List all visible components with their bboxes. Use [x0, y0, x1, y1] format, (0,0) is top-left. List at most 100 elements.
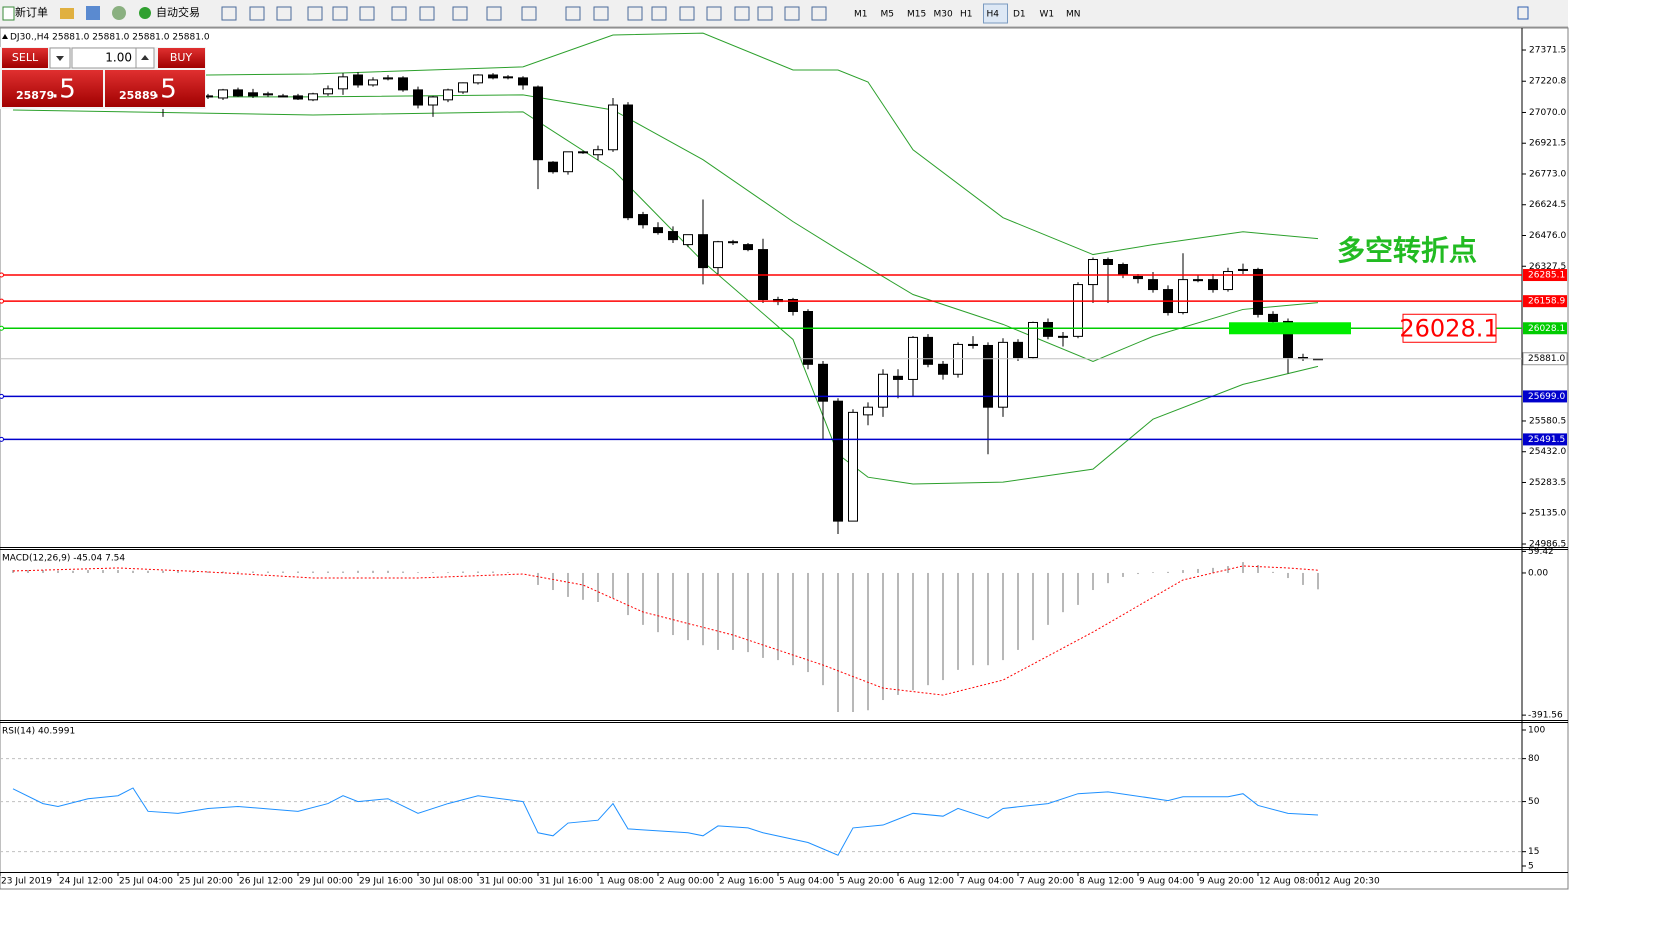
- toolbar-icon[interactable]: [486, 6, 502, 21]
- x-tick-label: 7 Aug 20:00: [1019, 877, 1074, 887]
- level-handle[interactable]: [0, 325, 4, 331]
- axes: 27371.5 27220.8 27070.0 26921.5 26773.0 26624…: [0, 46, 1568, 887]
- toolbar-icon[interactable]: [651, 6, 667, 21]
- candle-body: [1178, 279, 1188, 314]
- candle-body: [1043, 321, 1053, 337]
- x-tick-label: 7 Aug 04:00: [959, 877, 1014, 887]
- candle-body: [878, 373, 888, 408]
- level-handle[interactable]: [0, 298, 4, 304]
- arrow: [56, 56, 64, 61]
- y-tick-label: 26476.0: [1529, 231, 1566, 241]
- x-tick-label: 29 Jul 00:00: [299, 877, 353, 887]
- sell-button[interactable]: [2, 48, 48, 68]
- auto-trading-button[interactable]: 自动交易: [156, 5, 200, 19]
- auto-trading-icon[interactable]: [139, 7, 151, 19]
- candle-body: [953, 343, 963, 375]
- toolbar-icon[interactable]: [391, 6, 407, 21]
- ask-box[interactable]: [105, 70, 205, 107]
- timeframe-button[interactable]: W1: [1040, 10, 1055, 20]
- timeframe-button[interactable]: M5: [881, 10, 895, 20]
- level-handle[interactable]: [0, 436, 4, 442]
- y-tick-label: 25135.0: [1529, 509, 1566, 519]
- x-tick-label: 9 Aug 04:00: [1139, 877, 1194, 887]
- level-handle[interactable]: [0, 393, 4, 399]
- level-price-label: 25699.0: [1528, 392, 1565, 402]
- icon[interactable]: [112, 6, 126, 20]
- timeframe-button[interactable]: MN: [1066, 10, 1081, 20]
- candle-body: [248, 92, 258, 97]
- level-price-label: 26028.1: [1528, 324, 1565, 334]
- timeframe-button[interactable]: D1: [1013, 10, 1026, 20]
- candle-body: [443, 89, 453, 101]
- annotation-price: 26028.1: [1399, 314, 1498, 342]
- new-order-button[interactable]: 新订单: [15, 5, 48, 19]
- candle-body: [998, 341, 1008, 408]
- search-icon[interactable]: [1517, 6, 1529, 20]
- x-tick-label: 9 Aug 20:00: [1199, 877, 1254, 887]
- ask-price[interactable]: 25889: [119, 89, 157, 102]
- bid-price[interactable]: 25879: [16, 89, 54, 102]
- toolbar-icon[interactable]: [249, 6, 265, 21]
- buy-label[interactable]: BUY: [170, 51, 193, 64]
- ask-fraction[interactable]: .5: [152, 75, 177, 105]
- candle-body: [833, 400, 843, 522]
- new-order-icon[interactable]: [2, 6, 15, 21]
- toolbar-icon[interactable]: [452, 6, 468, 21]
- toolbar-icon[interactable]: [307, 6, 323, 21]
- toolbar-icon[interactable]: [419, 6, 435, 21]
- chart-header: DJ30.,H4 25881.0 25881.0 25881.0 25881.0: [10, 33, 210, 43]
- x-tick-label: 31 Jul 16:00: [539, 877, 593, 887]
- lot-value[interactable]: 1.00: [105, 51, 132, 65]
- toolbar-icon[interactable]: [332, 6, 348, 21]
- bid-box[interactable]: [2, 70, 103, 107]
- toolbar-icon[interactable]: [757, 6, 773, 21]
- x-tick-label: 24 Jul 12:00: [59, 877, 113, 887]
- toolbar-icon[interactable]: [359, 6, 375, 21]
- x-tick-label: 6 Aug 12:00: [899, 877, 954, 887]
- toolbar-icon[interactable]: [784, 6, 800, 21]
- toolbar-icon[interactable]: [276, 6, 292, 21]
- x-tick-label: 5 Aug 20:00: [839, 877, 894, 887]
- candle-body: [668, 231, 678, 241]
- timeframe-button[interactable]: M1: [854, 10, 868, 20]
- candle-body: [1268, 313, 1278, 322]
- candle-body: [503, 76, 513, 79]
- toolbar-icon[interactable]: [627, 6, 643, 21]
- macd-signal: [12, 565, 1319, 696]
- candle-body: [848, 411, 858, 522]
- toolbar-icon[interactable]: [811, 6, 827, 21]
- icon[interactable]: [60, 8, 74, 19]
- toolbar-icon[interactable]: [706, 6, 722, 21]
- rsi-pane: [0, 758, 1522, 856]
- toolbar-icon[interactable]: [565, 6, 581, 21]
- timeframe-button[interactable]: M30: [934, 10, 953, 20]
- sell-label[interactable]: SELL: [12, 51, 39, 64]
- timeframe-active: [983, 3, 1008, 24]
- current-price-box: [1522, 352, 1568, 366]
- candle-body: [518, 77, 528, 86]
- toolbar-icon[interactable]: [734, 6, 750, 21]
- icon[interactable]: [86, 6, 100, 20]
- candle-body: [263, 93, 273, 96]
- toolbar-icon[interactable]: [593, 6, 609, 21]
- timeframe-button[interactable]: H1: [960, 10, 973, 20]
- candle-body: [1028, 321, 1038, 358]
- y-tick-label: 25432.0: [1529, 447, 1566, 457]
- candle-body: [488, 74, 498, 79]
- candle-body: [623, 104, 633, 219]
- candle-body: [1238, 268, 1248, 271]
- toolbar-icon[interactable]: [221, 6, 237, 21]
- toolbar-icon[interactable]: [521, 6, 537, 21]
- candle-body: [743, 244, 753, 251]
- toolbar-icon[interactable]: [679, 6, 695, 21]
- timeframe-button[interactable]: H4: [987, 10, 1000, 20]
- bid-fraction[interactable]: .5: [51, 75, 76, 105]
- buy-button[interactable]: [158, 48, 205, 68]
- level-handle[interactable]: [0, 272, 4, 278]
- y-tick-label: 27220.8: [1529, 77, 1566, 87]
- timeframe-button[interactable]: M15: [907, 10, 926, 20]
- y-tick-label: 26921.5: [1529, 139, 1566, 149]
- rsi-label: RSI(14) 40.5991: [2, 727, 75, 737]
